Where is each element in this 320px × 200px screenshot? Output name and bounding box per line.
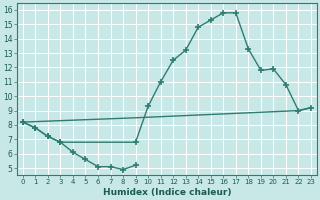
X-axis label: Humidex (Indice chaleur): Humidex (Indice chaleur): [103, 188, 231, 197]
